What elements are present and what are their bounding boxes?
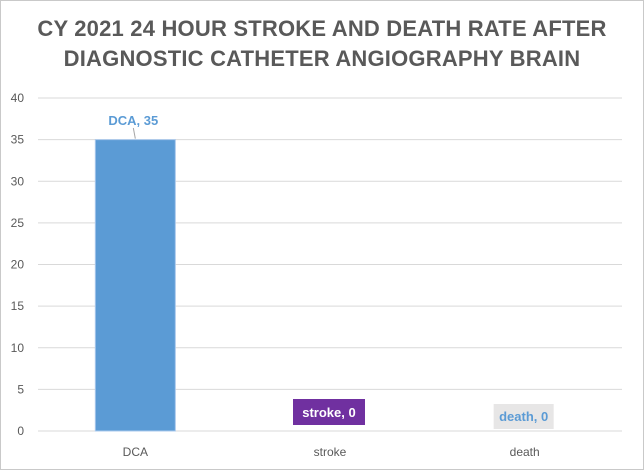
data-label-death-box <box>493 404 554 429</box>
chart-title: CY 2021 24 HOUR STROKE AND DEATH RATE AF… <box>0 14 644 74</box>
x-axis-ticks: DCA stroke death <box>123 445 540 459</box>
x-tick-label: stroke <box>314 445 347 459</box>
x-tick-label: death <box>510 445 540 459</box>
x-tick-label: DCA <box>123 445 148 459</box>
bars <box>94 139 176 432</box>
bar-dca <box>94 139 176 432</box>
y-tick-label: 5 <box>17 382 24 396</box>
y-tick-label: 0 <box>17 424 24 438</box>
y-tick-label: 15 <box>11 299 25 313</box>
data-label-stroke-box <box>293 399 365 425</box>
chart-title-line-2: DIAGNOSTIC CATHETER ANGIOGRAPHY BRAIN <box>63 46 581 71</box>
chart-title-line-1: CY 2021 24 HOUR STROKE AND DEATH RATE AF… <box>37 16 607 41</box>
y-tick-label: 35 <box>11 133 25 147</box>
y-tick-label: 20 <box>11 258 25 272</box>
y-tick-label: 40 <box>11 91 25 105</box>
data-label-stroke: stroke, 0 <box>302 405 355 420</box>
data-label-dca: DCA, 35 <box>108 113 158 128</box>
y-tick-label: 25 <box>11 216 25 230</box>
y-axis-ticks: 0 5 10 15 20 25 30 35 40 <box>11 91 25 438</box>
data-label-leader-line <box>132 127 136 139</box>
y-tick-label: 10 <box>11 341 25 355</box>
data-labels: DCA, 35 stroke, 0 death, 0 <box>108 113 554 429</box>
data-label-death: death, 0 <box>499 409 548 424</box>
y-tick-label: 30 <box>11 174 25 188</box>
